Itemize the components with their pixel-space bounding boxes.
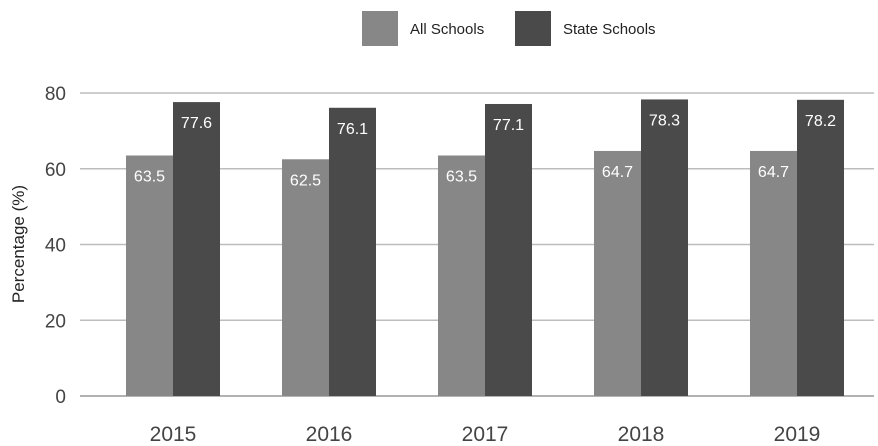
x-tick-label: 2019: [774, 423, 821, 446]
data-label: 63.5: [134, 168, 165, 185]
bar-state-schools-2015: [173, 102, 220, 396]
data-label: 77.1: [493, 117, 524, 134]
legend-swatch-state-schools: [515, 11, 551, 46]
y-tick-label: 40: [45, 236, 66, 257]
y-tick-label: 0: [55, 387, 66, 408]
y-tick-label: 60: [45, 160, 66, 181]
data-label: 77.6: [181, 115, 212, 132]
y-tick-label: 20: [45, 311, 66, 332]
data-labels: 63.5 77.6 62.5 76.1 63.5 77.1 64.7 78.3 64.7 78.2: [134, 112, 836, 189]
legend-swatch-all-schools: [362, 11, 398, 46]
bar-all-schools-2018: [594, 150, 641, 396]
data-label: 62.5: [290, 172, 321, 189]
bar-state-schools-2016: [329, 107, 376, 397]
data-label: 63.5: [446, 168, 477, 185]
bar-state-schools-2018: [641, 99, 688, 396]
data-label: 64.7: [758, 164, 789, 181]
bar-state-schools-2019: [797, 99, 844, 396]
x-tick-label: 2016: [306, 423, 353, 446]
y-axis-ticks: 0 20 40 60 80: [45, 84, 66, 408]
data-label: 78.3: [649, 112, 680, 129]
data-label: 76.1: [337, 121, 368, 138]
legend: All Schools State Schools: [362, 11, 656, 46]
bars: [126, 99, 844, 397]
bar-state-schools-2017: [485, 103, 532, 396]
bar-all-schools-2016: [282, 159, 329, 396]
data-label: 78.2: [805, 113, 836, 130]
data-label: 64.7: [602, 164, 633, 181]
y-axis-title: Percentage (%): [9, 185, 28, 303]
x-axis-ticks: 2015 2016 2017 2018 2019: [150, 423, 821, 446]
bar-all-schools-2017: [438, 155, 485, 396]
x-tick-label: 2018: [618, 423, 665, 446]
bar-all-schools-2015: [126, 155, 173, 396]
y-tick-label: 80: [45, 84, 66, 105]
x-tick-label: 2017: [462, 423, 509, 446]
bar-all-schools-2019: [750, 150, 797, 396]
legend-label: State Schools: [563, 21, 656, 38]
x-tick-label: 2015: [150, 423, 197, 446]
legend-label: All Schools: [410, 21, 484, 38]
